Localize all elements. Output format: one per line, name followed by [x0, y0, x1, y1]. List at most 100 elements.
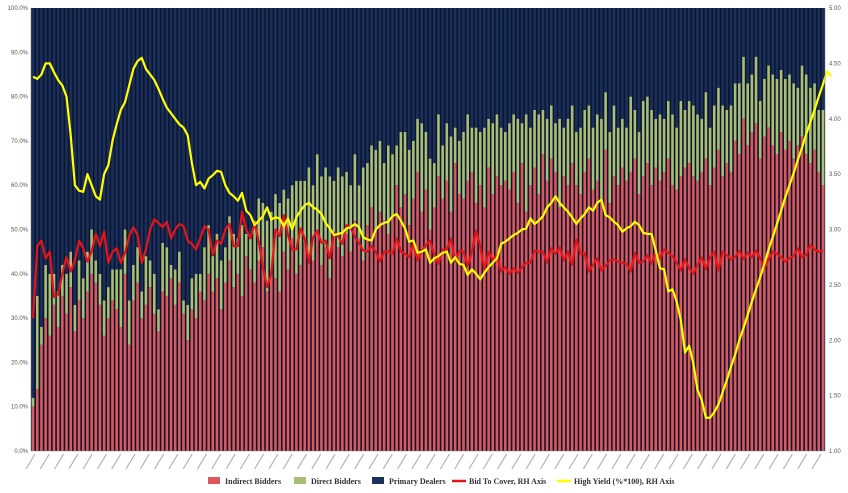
bar-direct-bidders [412, 140, 415, 199]
bar-stack [499, 8, 503, 451]
bar-stack [692, 8, 695, 451]
bars-layer [31, 8, 825, 452]
x-tick-label [297, 453, 308, 470]
bar-primary-dealers [712, 8, 716, 106]
bar-indirect-bidders [738, 154, 741, 451]
bar-direct-bidders [35, 295, 39, 389]
bar-direct-bidders [203, 247, 206, 301]
bar-stack [595, 8, 599, 451]
bar-direct-bidders [232, 233, 235, 288]
bar-stack [303, 8, 307, 451]
bar-stack [478, 8, 482, 451]
bar-direct-bidders [520, 123, 524, 164]
bar-indirect-bidders [432, 207, 436, 451]
bar-stack [462, 8, 465, 451]
bar-direct-bidders [717, 87, 720, 150]
bar-direct-bidders [466, 114, 469, 181]
bar-indirect-bidders [729, 171, 733, 451]
bar-indirect-bidders [257, 260, 261, 451]
bar-stack [700, 8, 704, 451]
x-axis [25, 450, 825, 470]
x-tick-label [125, 453, 136, 470]
bar-indirect-bidders [625, 180, 628, 451]
bar-direct-bidders [269, 211, 273, 270]
bar-indirect-bidders [320, 264, 323, 451]
bar-direct-bidders [758, 101, 762, 159]
bar-stack [821, 8, 825, 451]
bar-indirect-bidders [207, 273, 210, 451]
bar-indirect-bidders [487, 167, 490, 452]
x-tick-label [582, 453, 593, 470]
bar-indirect-bidders [265, 291, 269, 451]
bar-direct-bidders [675, 127, 678, 190]
bar-stack [483, 8, 486, 451]
bar-indirect-bidders [612, 176, 616, 451]
bar-indirect-bidders [520, 163, 524, 452]
bar-stack [407, 8, 411, 451]
bar-stack [102, 8, 106, 451]
bar-direct-bidders [738, 83, 741, 155]
bar-primary-dealers [324, 8, 327, 168]
bar-stack [203, 8, 206, 451]
bar-stack [31, 8, 35, 451]
x-tick-label [196, 453, 208, 470]
bar-indirect-bidders [403, 194, 407, 451]
x-tick-label [611, 453, 622, 470]
line-high-yield [32, 56, 833, 419]
bar-stack [792, 8, 795, 451]
bar-direct-bidders [48, 273, 52, 336]
bar-direct-bidders [621, 118, 624, 168]
bar-indirect-bidders [370, 207, 373, 451]
bar-indirect-bidders [796, 145, 800, 451]
bar-stack [219, 8, 223, 451]
bar-direct-bidders [671, 114, 674, 186]
bar-primary-dealers [328, 8, 332, 177]
bar-primary-dealers [257, 8, 261, 199]
bar-indirect-bidders [779, 132, 783, 452]
bar-indirect-bidders [366, 225, 369, 451]
bar-stack [295, 8, 298, 451]
x-tick-label [168, 453, 179, 470]
bar-indirect-bidders [215, 278, 219, 451]
bar-indirect-bidders [157, 331, 160, 451]
x-tick-label [382, 453, 393, 470]
x-tick-label [639, 453, 651, 470]
bar-primary-dealers [583, 8, 587, 110]
bar-direct-bidders [549, 105, 553, 159]
bar-primary-dealers [265, 8, 269, 221]
bar-primary-dealers [641, 8, 645, 102]
bar-indirect-bidders [295, 273, 298, 451]
x-tick-label [782, 453, 793, 470]
bar-stack [244, 8, 248, 451]
bar-direct-bidders [94, 260, 98, 283]
bar-direct-bidders [704, 92, 708, 159]
bar-direct-bidders [307, 167, 311, 257]
bar-stack [40, 8, 43, 451]
bar-indirect-bidders [253, 282, 256, 451]
bar-stack [161, 8, 164, 451]
bar-stack [123, 8, 127, 451]
bar-primary-dealers [412, 8, 415, 141]
bar-primary-dealers [495, 8, 499, 115]
bar-primary-dealers [750, 8, 754, 75]
bar-stack [621, 8, 624, 452]
bar-primary-dealers [349, 8, 352, 186]
bar-stack [224, 8, 227, 451]
bar-stack [261, 8, 265, 451]
bar-direct-bidders [767, 65, 770, 128]
bar-indirect-bidders [704, 158, 708, 451]
bar-primary-dealers [278, 8, 281, 203]
bar-stack [127, 8, 131, 451]
bar-direct-bidders [374, 149, 378, 230]
bar-primary-dealers [696, 8, 699, 115]
bar-indirect-bidders [591, 189, 595, 451]
bar-primary-dealers [788, 8, 791, 75]
bar-direct-bidders [604, 92, 607, 150]
bar-direct-bidders [733, 83, 737, 141]
bar-direct-bidders [804, 74, 808, 155]
bar-primary-dealers [767, 8, 770, 66]
bar-direct-bidders [332, 180, 336, 239]
bar-primary-dealers [650, 8, 653, 110]
bar-stack [315, 8, 319, 451]
bar-stack [671, 8, 674, 451]
